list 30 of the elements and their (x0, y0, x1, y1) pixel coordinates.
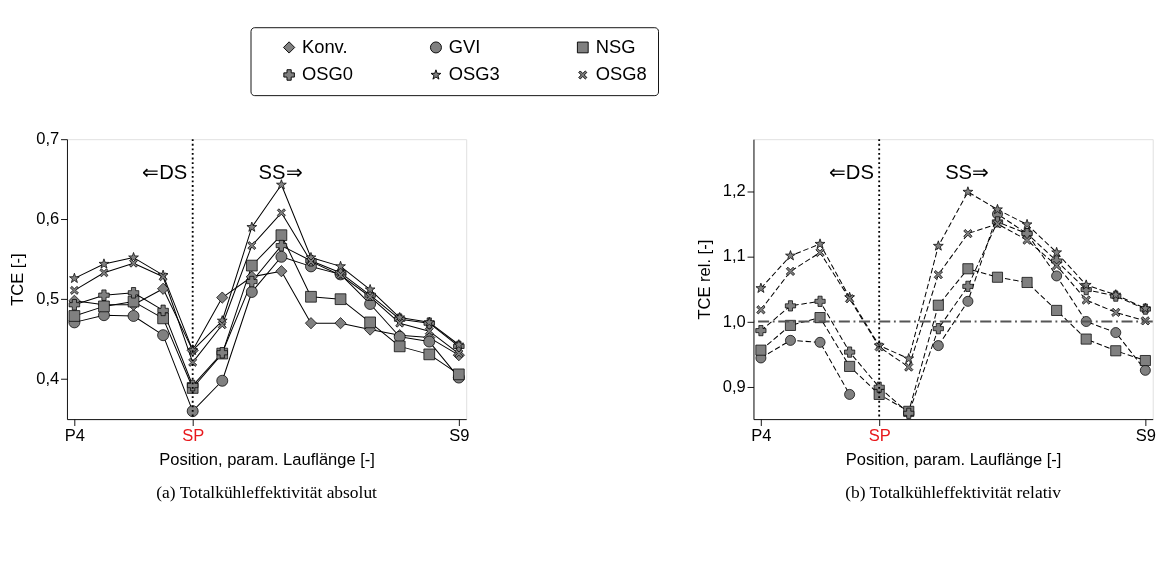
annotation: SS⇒ (258, 161, 303, 184)
x-tick-label: SP (182, 425, 205, 445)
y-tick-label: 0,5 (36, 289, 60, 309)
x-tick-label: P4 (751, 425, 772, 445)
x-tick-label: S9 (449, 425, 470, 445)
text: (a) Totalkühleffektivität absolut (156, 482, 378, 503)
x-tick-label: P4 (64, 425, 85, 445)
y-tick-label: 1,0 (722, 311, 746, 331)
y-axis-title: TCE rel. [-] (694, 239, 714, 320)
y-tick-label: 0,9 (722, 376, 746, 396)
annotation: SS⇒ (945, 161, 990, 184)
x-axis-title: Position, param. Lauflänge [-] (845, 449, 1062, 469)
y-tick-label: 0,7 (36, 129, 60, 149)
legend-label: Konv. (301, 35, 348, 57)
legend-label: OSG8 (595, 63, 647, 85)
y-tick-label: 0,4 (36, 369, 60, 389)
y-tick-label: 1,2 (722, 181, 746, 201)
legend-label: GVI (448, 35, 481, 57)
legend-label: OSG0 (301, 63, 353, 85)
x-tick-label: SP (868, 425, 891, 445)
legend-label: OSG3 (448, 63, 500, 85)
x-tick-label: S9 (1135, 425, 1156, 445)
y-tick-label: 1,1 (722, 246, 746, 266)
annotation: ⇐DS (142, 161, 188, 184)
legend-label: NSG (595, 35, 636, 57)
text: (b) Totalkühleffektivität relativ (845, 482, 1062, 503)
y-axis-title: TCE [-] (8, 253, 28, 306)
annotation: ⇐DS (828, 161, 874, 184)
x-axis-title: Position, param. Lauflänge [-] (159, 449, 375, 469)
y-tick-label: 0,6 (36, 209, 60, 229)
